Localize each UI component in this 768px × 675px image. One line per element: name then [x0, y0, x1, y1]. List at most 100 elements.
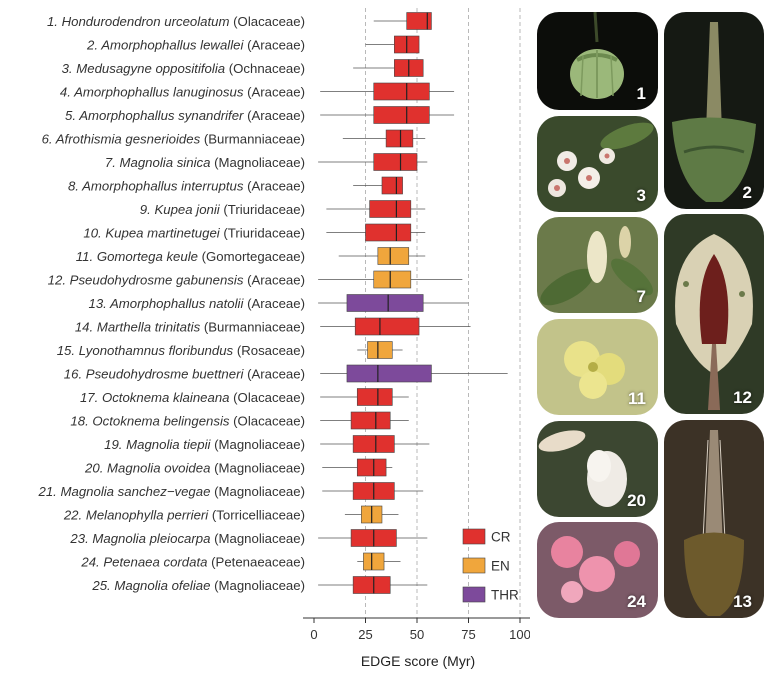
species-family: (Torricelliaceae)	[208, 508, 305, 523]
legend-label: CR	[491, 530, 511, 545]
x-tick-label: 50	[410, 627, 424, 642]
species-rank: 25.	[91, 578, 114, 593]
box	[346, 294, 424, 312]
species-family: (Olacaceae)	[230, 14, 306, 29]
species-name: Amorphophallus lewallei	[100, 38, 244, 53]
species-label: 6. Afrothismia gesnerioides (Burmanniace…	[42, 132, 305, 147]
species-name: Kupea jonii	[154, 202, 220, 217]
species-label: 1. Hondurodendron urceolatum (Olacaceae)	[47, 14, 305, 29]
white-flowers-illustration	[548, 122, 654, 197]
species-rank: 19.	[104, 437, 126, 452]
species-family: (Araceae)	[243, 367, 305, 382]
species-label: 20. Magnolia ovoidea (Magnoliaceae)	[84, 461, 305, 476]
box	[373, 270, 412, 289]
species-rank: 17.	[80, 390, 102, 405]
species-rank: 2.	[86, 38, 101, 53]
photo-12: 12	[664, 214, 764, 414]
species-rank: 22.	[63, 508, 86, 523]
species-rank: 6.	[42, 132, 56, 147]
species-name: Magnolia sanchez−vegae	[61, 484, 211, 499]
edge-score-chart: 1. Hondurodendron urceolatum (Olacaceae)…	[38, 8, 530, 669]
species-name: Afrothismia gesnerioides	[55, 132, 201, 147]
photo-3: 3	[537, 116, 658, 212]
species-rank: 21.	[38, 484, 61, 499]
photo-number-24: 24	[627, 592, 646, 611]
species-rank: 18.	[70, 414, 92, 429]
species-label: 9. Kupea jonii (Triuridaceae)	[140, 202, 305, 217]
species-name: Medusagyne oppositifolia	[76, 61, 225, 76]
species-rank: 14.	[75, 320, 97, 335]
box	[352, 435, 395, 453]
species-family: (Burmanniaceae)	[200, 132, 305, 147]
x-tick-label: 0	[310, 627, 317, 642]
photo-11: 11	[537, 319, 658, 415]
species-rank: 16.	[64, 367, 86, 382]
species-family: (Gomortegaceae)	[198, 249, 305, 264]
species-label: 23. Magnolia pleiocarpa (Magnoliaceae)	[69, 531, 305, 546]
box	[385, 129, 414, 148]
species-rank: 1.	[47, 14, 62, 29]
species-rank: 12.	[48, 273, 70, 288]
species-label: 19. Magnolia tiepii (Magnoliaceae)	[104, 437, 305, 452]
box	[365, 223, 412, 242]
species-name: Melanophylla perrieri	[86, 508, 209, 523]
species-name: Gomortega keule	[97, 249, 198, 264]
species-family: (Magnoliaceae)	[210, 578, 305, 593]
white-magnolia-illustration	[538, 430, 627, 507]
photo-number-3: 3	[636, 186, 646, 205]
x-axis-label: EDGE score (Myr)	[361, 653, 475, 669]
urn-fruit-illustration	[570, 12, 624, 99]
species-name: Petenaea cordata	[103, 555, 207, 570]
species-rank: 15.	[57, 343, 79, 358]
photo-number-11: 11	[628, 389, 646, 408]
species-family: (Ochnaceae)	[225, 61, 305, 76]
species-family: (Araceae)	[243, 38, 305, 53]
species-name: Pseudohydrosme buettneri	[86, 367, 245, 382]
photo-2: 2	[664, 12, 764, 209]
box	[406, 12, 432, 30]
species-rank: 11.	[76, 249, 97, 264]
photo-20: 20	[537, 421, 658, 517]
species-name: Kupea martinetugei	[105, 226, 220, 241]
species-rank: 10.	[83, 226, 105, 241]
species-label: 15. Lyonothamnus floribundus (Rosaceae)	[57, 343, 305, 358]
photo-number-13: 13	[733, 592, 752, 611]
species-name: Amorphophallus lanuginosus	[73, 85, 244, 100]
species-label: 18. Octoknema belingensis (Olacaceae)	[70, 414, 305, 429]
box	[377, 247, 410, 265]
box	[373, 106, 430, 124]
species-name: Hondurodendron urceolatum	[62, 14, 230, 29]
species-family: (Magnoliaceae)	[210, 155, 305, 170]
box	[367, 341, 393, 359]
species-name: Magnolia pleiocarpa	[92, 531, 210, 546]
species-family: (Olacaceae)	[230, 414, 306, 429]
species-rank: 13.	[88, 296, 110, 311]
species-name: Magnolia ovoidea	[107, 461, 210, 476]
species-rank: 3.	[62, 61, 77, 76]
box	[369, 200, 412, 218]
legend: CR EN THR	[462, 528, 519, 603]
box	[346, 364, 432, 383]
spathe-illustration	[672, 22, 756, 202]
box	[381, 176, 403, 195]
species-name: Magnolia sinica	[120, 155, 211, 170]
species-label: 2. Amorphophallus lewallei (Araceae)	[86, 38, 305, 53]
species-name: Amorphophallus natolii	[109, 296, 244, 311]
species-rank: 7.	[105, 155, 120, 170]
photo-number-1: 1	[636, 84, 646, 103]
x-axis: 0 25 50 75 100	[303, 617, 530, 642]
species-family: (Magnoliaceae)	[210, 484, 305, 499]
species-name: Marthella trinitatis	[97, 320, 201, 335]
box	[356, 388, 393, 406]
magnolia-bud-illustration	[540, 226, 653, 306]
legend-swatch	[462, 586, 486, 603]
species-name: Amorphophallus synandrifer	[78, 108, 244, 123]
box	[363, 552, 385, 571]
photo-24: 24	[537, 522, 658, 618]
x-tick-label: 25	[358, 627, 372, 642]
species-name: Octoknema klaineana	[102, 390, 230, 405]
photo-number-12: 12	[733, 388, 752, 407]
spotted-spathe-illustration	[675, 234, 753, 410]
box	[373, 153, 418, 171]
species-rank: 9.	[140, 202, 155, 217]
